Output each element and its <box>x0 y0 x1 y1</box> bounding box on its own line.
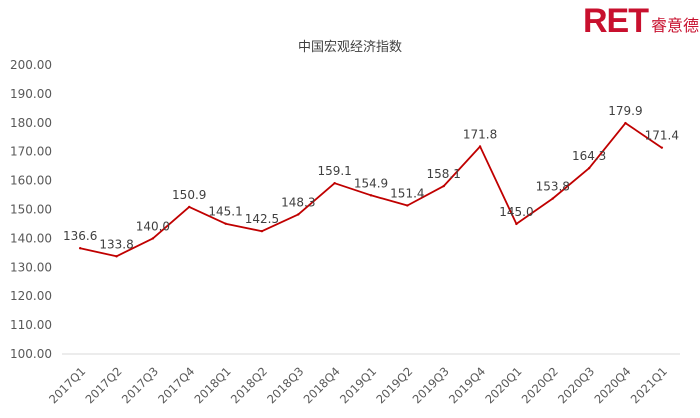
data-label: 159.1 <box>317 164 351 178</box>
y-tick-label: 120.00 <box>10 289 52 303</box>
data-label: 171.4 <box>645 129 679 143</box>
data-label: 140.0 <box>136 219 170 233</box>
brand-logo: RET 睿意德 <box>583 4 699 38</box>
x-tick-label: 2019Q3 <box>410 364 452 406</box>
x-tick-label: 2020Q4 <box>591 364 633 406</box>
data-point <box>333 182 336 185</box>
data-label: 150.9 <box>172 188 206 202</box>
data-point <box>151 237 155 240</box>
y-tick-label: 180.00 <box>10 116 52 130</box>
data-label: 154.9 <box>354 176 388 190</box>
data-point <box>224 222 227 225</box>
data-point <box>442 184 445 188</box>
y-tick-label: 170.00 <box>10 145 52 159</box>
y-axis: 100.00 110.00 120.00 130.00 140.00 150.00 160.… <box>10 58 52 361</box>
data-label: 136.6 <box>63 229 97 243</box>
y-tick-label: 130.00 <box>10 260 52 274</box>
data-label: 151.4 <box>390 186 424 200</box>
data-point <box>587 166 591 170</box>
x-tick-label: 2018Q3 <box>264 364 306 406</box>
y-tick-label: 100.00 <box>10 347 52 361</box>
series-layer <box>78 121 664 258</box>
data-label: 158.1 <box>427 167 461 181</box>
data-label: 153.8 <box>536 180 570 194</box>
data-label: 148.3 <box>281 195 315 209</box>
data-point <box>624 121 627 125</box>
data-label: 145.0 <box>499 205 533 219</box>
x-tick-label: 2017Q4 <box>155 364 197 406</box>
x-tick-label: 2021Q1 <box>628 364 670 406</box>
brand-name: 睿意德 <box>651 16 700 35</box>
x-tick-label: 2019Q1 <box>337 364 379 406</box>
data-label: 164.3 <box>572 149 606 163</box>
data-label: 133.8 <box>99 237 133 251</box>
x-tick-label: 2019Q4 <box>446 364 488 406</box>
data-point <box>115 255 118 258</box>
x-tick-label: 2018Q4 <box>301 364 343 406</box>
data-point <box>260 229 264 233</box>
y-tick-label: 110.00 <box>10 318 52 332</box>
y-tick-label: 200.00 <box>10 58 52 72</box>
x-tick-label: 2020Q1 <box>482 364 524 406</box>
x-tick-label: 2017Q2 <box>82 364 124 406</box>
y-tick-label: 160.00 <box>10 174 52 188</box>
data-point <box>551 197 554 200</box>
x-tick-label: 2017Q1 <box>46 364 88 406</box>
data-label: 142.5 <box>245 212 279 226</box>
chart-title: 中国宏观经济指数 <box>297 40 402 55</box>
data-point <box>660 146 664 149</box>
x-tick-label: 2018Q2 <box>228 364 270 406</box>
data-label: 145.1 <box>208 205 242 219</box>
x-tick-label: 2018Q1 <box>192 364 234 406</box>
data-point <box>515 222 518 226</box>
x-tick-label: 2017Q3 <box>119 364 161 406</box>
x-tick-label: 2020Q2 <box>519 364 561 406</box>
y-tick-label: 140.00 <box>10 231 52 245</box>
data-point <box>297 213 300 216</box>
data-point <box>478 145 482 148</box>
data-point <box>188 205 191 209</box>
data-point <box>78 247 82 250</box>
data-label: 179.9 <box>608 104 642 118</box>
brand-mark: RET <box>583 2 649 40</box>
x-axis: 2017Q12017Q22017Q32017Q42018Q12018Q22018… <box>46 353 680 406</box>
y-tick-label: 150.00 <box>10 203 52 217</box>
y-tick-label: 190.00 <box>10 87 52 101</box>
data-label: 171.8 <box>463 127 497 141</box>
data-point <box>406 204 409 207</box>
x-tick-label: 2020Q3 <box>555 364 597 406</box>
data-point <box>369 194 373 197</box>
x-tick-label: 2019Q2 <box>373 364 415 406</box>
